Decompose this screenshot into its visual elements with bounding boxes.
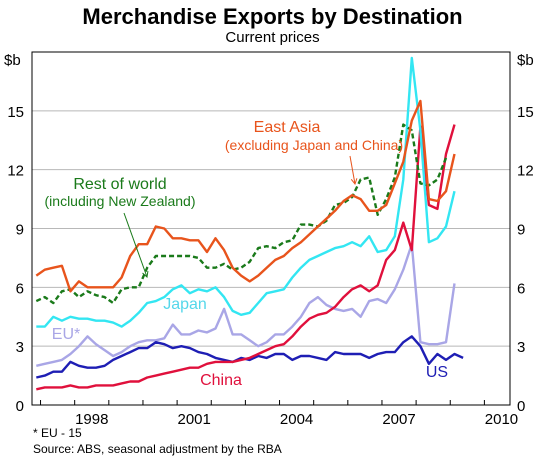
label-east-asia: East Asia: [254, 119, 321, 136]
y-tick-label-left: 0: [16, 398, 24, 415]
x-tick-label: 2010: [485, 411, 518, 428]
y-tick-label-right: 12: [517, 163, 534, 180]
arrow-head: [142, 270, 149, 278]
axis-ticks: 0 0 3 3 6 6 9 9 12 12 15 15 $b $b 1998 2001 2004 2007 2010: [4, 52, 534, 428]
x-tick-label: 1998: [75, 411, 108, 428]
arrow-head: [350, 178, 358, 186]
source-note: Source: ABS, seasonal adjustment by the …: [33, 442, 282, 456]
x-tick-label: 2007: [382, 411, 415, 428]
label-eu: EU*: [52, 326, 80, 343]
series-line-china: [36, 124, 456, 391]
y-tick-label-right: 0: [517, 398, 525, 415]
footnote-eu: * EU - 15: [33, 426, 82, 440]
series-lines: [35, 56, 464, 391]
series-line-us: [36, 335, 464, 379]
y-unit-left: $b: [4, 52, 21, 69]
series-line-japan: [36, 56, 456, 328]
label-us: US: [426, 364, 448, 381]
y-tick-label-right: 6: [517, 280, 525, 297]
y-tick-label-left: 6: [16, 280, 24, 297]
arrow-east-asia: [349, 155, 358, 186]
arrow-rest-of-world: [123, 212, 149, 278]
chart-title: Merchandise Exports by Destination: [82, 4, 463, 29]
y-tick-label-right: 15: [517, 104, 534, 121]
label-rest-of-world-sub: (including New Zealand): [45, 193, 196, 209]
chart-subtitle: Current prices: [225, 29, 320, 46]
label-east-asia-sub: (excluding Japan and China): [225, 137, 403, 153]
y-tick-label-left: 15: [7, 104, 24, 121]
y-tick-label-right: 9: [517, 222, 525, 239]
label-rest-of-world: Rest of world: [73, 176, 166, 193]
series-line-east-asia: [35, 99, 456, 293]
plot-frame: [31, 51, 511, 406]
y-tick-label-left: 3: [16, 339, 24, 356]
series-line-rest-of-world: [35, 123, 448, 305]
arrow-shaft: [349, 155, 356, 185]
x-tick-label: 2004: [280, 411, 313, 428]
y-tick-label-left: 12: [7, 163, 24, 180]
label-china: China: [200, 372, 242, 389]
y-tick-label-right: 3: [517, 339, 525, 356]
label-japan: Japan: [163, 296, 207, 313]
y-unit-right: $b: [517, 52, 534, 69]
arrow-shaft: [123, 212, 148, 278]
x-tick-label: 2001: [177, 411, 210, 428]
series-line-eu: [36, 242, 456, 367]
series-labels: East Asia(excluding Japan and China) Rest…: [45, 119, 449, 389]
y-tick-label-left: 9: [16, 222, 24, 239]
